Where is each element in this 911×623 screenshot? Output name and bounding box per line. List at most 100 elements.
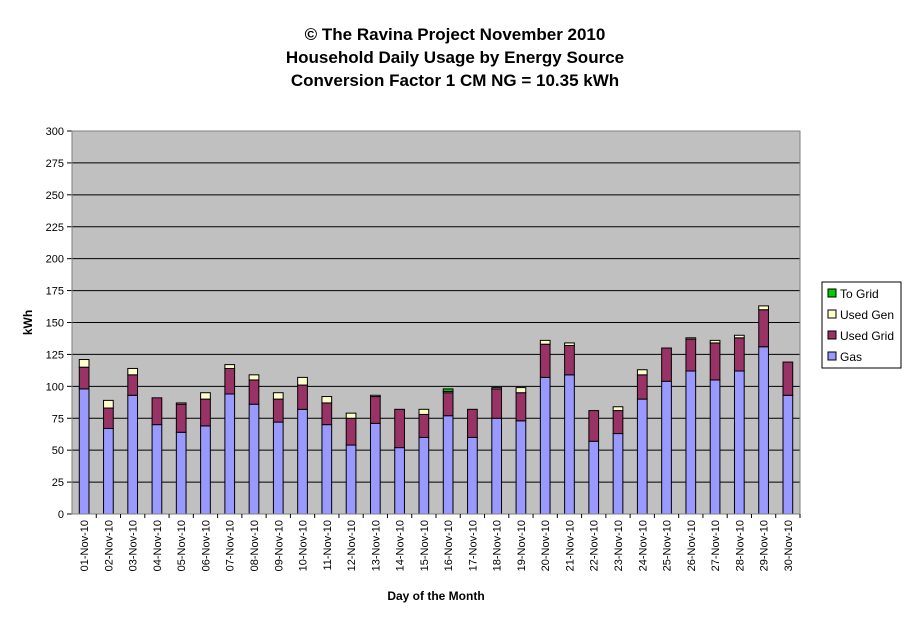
x-tick-label: 08-Nov-10 <box>249 520 261 571</box>
x-tick-label: 12-Nov-10 <box>346 520 358 571</box>
y-tick-label: 125 <box>46 349 64 361</box>
bar-used-gen <box>612 406 624 412</box>
bar-gas <box>248 403 260 515</box>
bar-used-gen <box>369 394 381 398</box>
x-tick-label: 26-Nov-10 <box>686 520 698 571</box>
axes <box>67 130 801 518</box>
x-tick-label: 04-Nov-10 <box>152 520 164 571</box>
x-tick-label: 18-Nov-10 <box>492 520 504 571</box>
bars <box>78 305 794 515</box>
bar-gas <box>103 427 114 515</box>
x-tick-label: 11-Nov-10 <box>322 520 334 571</box>
bar-used-grid <box>103 407 114 429</box>
bar-used-gen <box>564 342 575 346</box>
y-tick-label: 250 <box>46 190 64 202</box>
bar-used-gen <box>78 359 90 368</box>
title-line-2: Household Daily Usage by Energy Source <box>286 48 624 67</box>
x-tick-label: 27-Nov-10 <box>710 520 722 571</box>
bar-used-gen <box>539 339 551 345</box>
bar-used-grid <box>224 367 236 395</box>
bar-used-gen <box>345 412 357 419</box>
bar-used-gen <box>127 367 139 376</box>
y-tick-labels: 0 25 50 75 100 125 150 175 200 225 250 275 300 <box>46 126 64 521</box>
bar-gas <box>442 415 454 515</box>
x-tick-label: 30-Nov-10 <box>783 520 795 571</box>
bar-used-grid <box>758 309 769 348</box>
bar-used-gen <box>709 339 721 344</box>
bar-used-gen <box>515 387 527 394</box>
bar-gas <box>661 380 672 515</box>
x-tick-label: 03-Nov-10 <box>128 520 140 571</box>
legend-swatch <box>827 288 837 298</box>
bar-used-gen <box>733 334 745 339</box>
bar-gas <box>224 393 236 515</box>
x-tick-label: 24-Nov-10 <box>637 520 649 571</box>
bar-gas <box>369 422 381 515</box>
bar-used-gen <box>248 374 260 381</box>
y-tick-label: 0 <box>58 509 64 521</box>
legend: To Grid Used Gen Used Grid Gas <box>821 281 902 369</box>
x-tick-label: 21-Nov-10 <box>564 520 576 571</box>
x-tick-label: 05-Nov-10 <box>176 520 188 571</box>
bar-gas <box>345 444 357 515</box>
bar-used-grid <box>200 398 211 427</box>
x-tick-label: 14-Nov-10 <box>395 520 407 571</box>
bar-used-gen <box>685 337 697 340</box>
bar-to-grid <box>442 388 454 392</box>
bar-used-gen <box>297 376 308 386</box>
bar-gas <box>151 424 163 515</box>
x-tick-label: 02-Nov-10 <box>103 520 115 571</box>
bar-used-gen <box>636 369 648 376</box>
bar-used-grid <box>248 379 260 405</box>
bar-used-grid <box>345 417 357 446</box>
bar-used-grid <box>78 366 90 390</box>
x-tick-label: 10-Nov-10 <box>298 520 310 571</box>
x-tick-label: 22-Nov-10 <box>589 520 601 571</box>
y-tick-label: 200 <box>46 254 64 266</box>
legend-swatch <box>827 351 837 361</box>
bar-gas <box>539 376 551 515</box>
x-tick-label: 16-Nov-10 <box>443 520 455 571</box>
bar-gas <box>564 374 575 515</box>
bar-gas <box>685 370 697 515</box>
y-tick-label: 150 <box>46 318 64 330</box>
x-tick-label: 13-Nov-10 <box>370 520 382 571</box>
legend-swatch <box>827 309 837 319</box>
bar-used-grid <box>539 343 551 378</box>
y-tick-label: 275 <box>46 158 64 170</box>
x-tick-label: 29-Nov-10 <box>759 520 771 571</box>
bar-gas <box>127 394 139 515</box>
gridlines <box>72 130 800 483</box>
x-tick-label: 06-Nov-10 <box>200 520 212 571</box>
bar-gas <box>758 346 769 515</box>
bar-gas <box>321 424 333 515</box>
x-tick-label: 01-Nov-10 <box>79 520 91 571</box>
bar-used-grid <box>418 413 430 438</box>
bar-used-grid <box>369 396 381 424</box>
bar-gas <box>733 370 745 515</box>
bar-gas <box>175 431 187 515</box>
bar-used-gen <box>175 402 187 405</box>
x-tick-label: 07-Nov-10 <box>225 520 237 571</box>
x-tick-label: 23-Nov-10 <box>613 520 625 571</box>
bar-used-grid <box>297 384 308 410</box>
bar-gas <box>588 440 600 515</box>
bar-gas <box>297 408 308 515</box>
bar-used-grid <box>175 403 187 433</box>
x-tick-label: 19-Nov-10 <box>516 520 528 571</box>
bar-used-grid <box>661 347 672 382</box>
bar-used-gen <box>321 396 333 404</box>
bar-used-grid <box>588 410 600 442</box>
bar-gas <box>612 433 624 515</box>
bar-used-grid <box>151 397 163 426</box>
title-line-3: Conversion Factor 1 CM NG = 10.35 kWh <box>291 71 619 90</box>
bar-used-grid <box>442 392 454 417</box>
y-tick-label: 100 <box>46 381 64 393</box>
legend-entry: Used Gen <box>840 308 894 322</box>
x-tick-label: 25-Nov-10 <box>662 520 674 571</box>
bar-gas <box>200 425 211 515</box>
y-tick-label: 25 <box>52 477 64 489</box>
bar-used-grid <box>491 388 503 419</box>
legend-swatch <box>827 330 837 340</box>
